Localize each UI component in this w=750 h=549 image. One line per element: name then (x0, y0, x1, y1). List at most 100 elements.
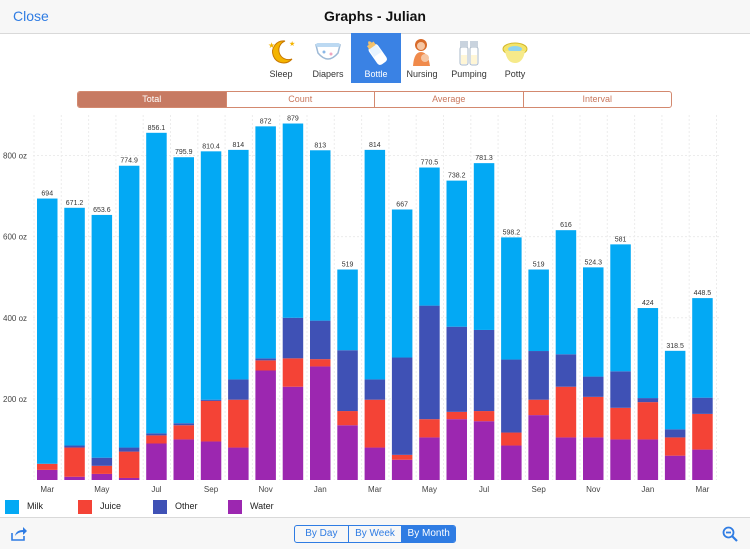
category-label: Bottle (364, 69, 388, 79)
range-by-day[interactable]: By Day (305, 528, 338, 539)
bar-segment-water (37, 469, 58, 480)
bar-segment-other (664, 429, 686, 438)
tab-count[interactable]: Count (225, 92, 375, 107)
category-label: Diapers (312, 69, 344, 79)
bar-total-label: 616 (560, 222, 572, 229)
x-tick-label: Nov (586, 485, 600, 494)
bar-total-label: 781.3 (475, 155, 493, 162)
bar-segment-other (118, 447, 140, 452)
x-tick-label: Jan (641, 485, 654, 494)
close-button[interactable]: Close (13, 8, 49, 24)
bar-segment-other (555, 354, 577, 387)
bar-segment-water (310, 366, 331, 480)
bar-segment-other (692, 397, 713, 414)
bar-segment-milk (637, 308, 659, 399)
y-tick-label: 200 oz (3, 395, 27, 404)
bar-segment-water (555, 437, 577, 480)
bar-segment-other (228, 379, 249, 400)
x-tick-label: Jul (151, 485, 161, 494)
tab-total[interactable]: Total (78, 92, 226, 107)
legend-swatch-other (153, 500, 167, 514)
x-tick-label: Sep (204, 485, 219, 494)
legend-item-water: Water (228, 499, 288, 515)
bar-segment-milk (473, 163, 495, 330)
share-button[interactable] (10, 526, 28, 547)
range-by-month[interactable]: By Month (401, 526, 455, 542)
bar-total-label: 448.5 (694, 290, 712, 297)
x-tick-label: Mar (368, 485, 382, 494)
bar-segment-milk (146, 132, 167, 434)
range-by-week[interactable]: By Week (347, 526, 402, 542)
category-bottle[interactable]: Bottle (351, 33, 401, 83)
bar-segment-water (255, 370, 276, 480)
bar-segment-milk (555, 230, 577, 355)
bar-segment-other (282, 317, 304, 359)
bar-segment-water (64, 476, 85, 480)
bar-segment-water (282, 386, 304, 480)
bar-segment-other (91, 457, 113, 466)
bar-segment-juice (391, 454, 413, 460)
category-sleep[interactable]: ★ ★ Sleep (256, 33, 306, 83)
bar-segment-other (146, 433, 167, 436)
x-tick-label: Mar (696, 485, 710, 494)
bar-total-label: 667 (396, 201, 408, 208)
bar-segment-water (228, 447, 249, 480)
bar-segment-water (391, 459, 413, 480)
x-tick-label: Jul (479, 485, 489, 494)
bar-segment-milk (310, 150, 331, 321)
tab-interval[interactable]: Interval (522, 92, 672, 107)
bar-segment-water (364, 447, 386, 480)
bar-segment-juice (583, 396, 604, 438)
bar-segment-water (637, 439, 659, 480)
bar-segment-juice (692, 413, 713, 450)
bar-segment-milk (228, 149, 249, 380)
category-label: Pumping (451, 69, 487, 79)
bar-segment-milk (173, 157, 194, 424)
bar-segment-milk (419, 167, 440, 306)
bar-segment-other (337, 350, 358, 412)
bar-total-label: 813 (314, 142, 326, 149)
bar-segment-juice (555, 386, 577, 438)
zoom-out-button[interactable] (722, 526, 738, 547)
bar-segment-other (473, 329, 495, 412)
bar-segment-juice (200, 400, 222, 442)
bar-segment-water (91, 473, 113, 480)
bar-segment-juice (146, 435, 167, 444)
bar-segment-water (118, 477, 140, 480)
category-nursing[interactable]: Nursing (397, 33, 447, 83)
bar-segment-milk (391, 209, 413, 358)
bar-segment-water (337, 425, 358, 480)
bar-total-label: 774.9 (120, 158, 138, 165)
bar-segment-milk (446, 180, 467, 327)
x-tick-label: Jan (314, 485, 327, 494)
page-title: Graphs - Julian (324, 8, 426, 24)
legend-swatch-juice (78, 500, 92, 514)
y-tick-label: 800 oz (3, 152, 27, 161)
bar-segment-other (637, 398, 659, 403)
bar-segment-juice (118, 451, 140, 478)
category-diapers[interactable]: Diapers (303, 33, 353, 83)
category-pumping[interactable]: Pumping (444, 33, 494, 83)
bar-segment-other (501, 359, 522, 433)
bar-segment-other (255, 358, 276, 361)
tab-average[interactable]: Average (374, 92, 523, 107)
legend-item-juice: Juice (78, 499, 138, 515)
bar-total-label: 519 (533, 262, 545, 269)
stacked-bar-chart: 200 oz 400 oz 600 oz 800 oz 694 671.2 653.6 774… (3, 115, 720, 494)
bar-segment-milk (118, 165, 140, 448)
bar-segment-other (583, 376, 604, 397)
category-potty[interactable]: Potty (490, 33, 540, 83)
legend-label: Milk (27, 501, 43, 511)
bar-total-label: 814 (233, 142, 245, 149)
bar-segment-juice (255, 360, 276, 371)
bar-segment-other (364, 379, 386, 400)
bar-segment-milk (364, 149, 386, 380)
bar-segment-water (528, 415, 549, 480)
bar-total-label: 581 (615, 236, 627, 243)
navigation-bar: Close Graphs - Julian (0, 0, 750, 34)
bottom-toolbar: By Day By Week By Month (0, 517, 750, 549)
bar-total-label: 770.5 (421, 160, 439, 167)
x-tick-label: Nov (259, 485, 273, 494)
bar-total-label: 814 (369, 142, 381, 149)
moon-stars-icon: ★ ★ (268, 40, 295, 64)
